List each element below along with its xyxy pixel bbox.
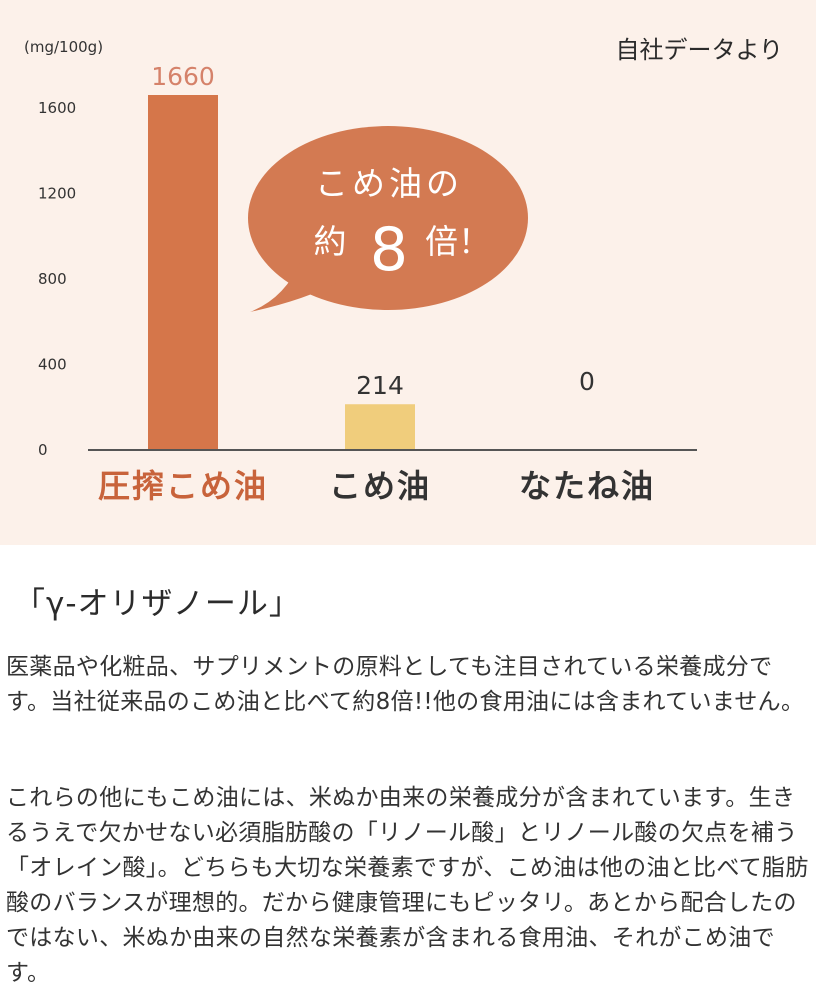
bar-1 bbox=[148, 95, 218, 450]
y-tick-label: 0 bbox=[38, 441, 48, 459]
callout-line2-prefix: 約 bbox=[314, 222, 347, 261]
y-axis-unit-label: (mg/100g) bbox=[24, 38, 103, 56]
y-tick-label: 400 bbox=[38, 355, 67, 373]
value-label-1: 1660 bbox=[151, 62, 215, 91]
paragraph-fatty-acids: これらの他にもこめ油には、米ぬか由来の栄養成分が含まれています。生きるうえで欠か… bbox=[6, 785, 809, 986]
bar-2 bbox=[345, 404, 415, 450]
y-tick-label: 800 bbox=[38, 270, 67, 288]
section-title: 「γ-オリザノール」 bbox=[14, 586, 301, 622]
paragraph-oryzanol: 医薬品や化粧品、サプリメントの原料としても注目されている栄養成分です。当社従来品… bbox=[6, 654, 805, 715]
value-label-2: 214 bbox=[356, 371, 404, 400]
category-label-1: 圧搾こめ油 bbox=[98, 467, 268, 505]
callout-line1: こめ油の bbox=[315, 164, 463, 203]
callout-line2-number: 8 bbox=[370, 215, 408, 285]
gamma-oryzanol-bar-chart: (mg/100g) 自社データより 0 400 800 1200 1600 1660 21… bbox=[24, 36, 783, 505]
y-tick-label: 1600 bbox=[38, 99, 76, 117]
y-tick-label: 1200 bbox=[38, 184, 76, 202]
callout-tail bbox=[250, 262, 338, 312]
category-label-2: こめ油 bbox=[329, 467, 431, 505]
source-note: 自社データより bbox=[615, 36, 783, 64]
callout-line2-suffix: 倍！ bbox=[425, 222, 491, 261]
callout-ellipse bbox=[248, 126, 528, 310]
value-label-3: 0 bbox=[579, 367, 595, 396]
callout-bubble: こめ油の 約 8 倍！ bbox=[248, 126, 528, 312]
category-label-3: なたね油 bbox=[519, 467, 655, 505]
